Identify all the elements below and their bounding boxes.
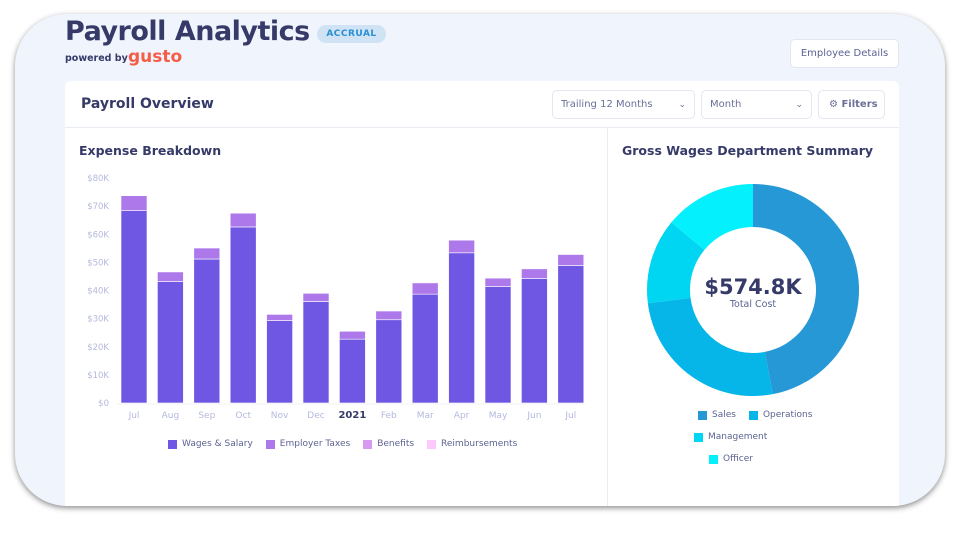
bar-segment <box>229 212 257 228</box>
legend-label: Wages & Salary <box>182 439 253 449</box>
divider <box>65 127 899 128</box>
granularity-select[interactable]: Month ⌄ <box>701 90 812 119</box>
granularity-select-value: Month <box>710 99 742 110</box>
x-tick-label: Jul <box>564 411 576 421</box>
legend-swatch <box>265 439 275 449</box>
y-tick-label: $60K <box>87 230 109 240</box>
bar-segment <box>193 247 221 260</box>
expense-bar-chart: $0 $10K $20K $30K $40K $50K $60K $70K $80K Jul Aug… <box>87 174 585 421</box>
x-tick-label: May <box>489 411 508 421</box>
bar-segment <box>157 281 184 404</box>
gusto-logo: gusto <box>128 47 183 67</box>
filters-label: Filters <box>841 99 878 110</box>
legend-label: Management <box>708 432 768 442</box>
department-legend-sales: Sales Operations <box>698 410 812 420</box>
bar-segment <box>484 277 512 287</box>
y-tick-label: $50K <box>87 258 109 268</box>
period-select[interactable]: Trailing 12 Months ⌄ <box>552 90 695 119</box>
legend-label: Sales <box>712 410 736 420</box>
page-title: Payroll Analytics <box>65 16 310 47</box>
bar-segment <box>157 271 184 282</box>
divider <box>607 128 608 506</box>
bar-segment <box>302 293 330 302</box>
bar-segment <box>557 265 585 404</box>
app-window: Payroll Analytics ACCRUAL powered by gus… <box>15 14 945 506</box>
accrual-badge: ACCRUAL <box>317 25 386 43</box>
expense-legend: Wages & Salary Employer Taxes Benefits R… <box>168 439 517 449</box>
chevron-down-icon: ⌄ <box>678 100 686 110</box>
y-tick-label: $0 <box>98 399 109 409</box>
legend-swatch <box>427 439 437 449</box>
x-tick-label: Oct <box>235 411 251 421</box>
x-tick-label: 2021 <box>338 410 366 421</box>
bar-segment <box>193 258 221 404</box>
bar-segment <box>339 330 366 340</box>
legend-swatch <box>748 410 758 420</box>
x-tick-label: Apr <box>454 411 470 421</box>
bar-segment <box>448 252 475 404</box>
bar-segment <box>484 286 512 404</box>
bar-segment <box>339 338 366 404</box>
bar-segment <box>411 282 439 295</box>
y-tick-label: $80K <box>87 174 109 184</box>
y-tick-label: $20K <box>87 343 109 353</box>
y-tick-label: $10K <box>87 371 109 381</box>
legend-label: Operations <box>762 410 813 420</box>
x-tick-label: Sep <box>198 411 215 421</box>
y-tick-label: $40K <box>87 287 109 297</box>
bar-segment <box>411 293 439 404</box>
card-title: Payroll Overview <box>81 96 214 112</box>
legend-label: Employer Taxes <box>279 439 351 449</box>
chevron-down-icon: ⌄ <box>795 100 803 110</box>
bar-segment <box>448 239 475 254</box>
bar-segment <box>120 195 148 211</box>
x-tick-label: Aug <box>162 411 180 421</box>
legend-swatch <box>363 439 373 449</box>
powered-by-label: powered by <box>65 53 128 64</box>
department-summary-title: Gross Wages Department Summary <box>622 143 874 158</box>
x-tick-label: Nov <box>271 411 289 421</box>
bar-segment <box>120 210 148 404</box>
filters-button[interactable]: ⚙ Filters <box>818 90 885 119</box>
legend-label: Reimbursements <box>441 439 518 449</box>
x-tick-label: Jul <box>128 411 140 421</box>
x-tick-label: Mar <box>417 411 434 421</box>
bar-segment <box>375 310 403 321</box>
bar-segment <box>375 319 403 404</box>
bar-segment <box>302 301 330 404</box>
x-tick-label: Jun <box>526 411 541 421</box>
bar-segment <box>266 314 293 321</box>
bar-segment <box>557 254 585 266</box>
legend-swatch <box>698 410 707 420</box>
y-tick-label: $30K <box>87 315 109 325</box>
expense-breakdown-title: Expense Breakdown <box>79 143 222 158</box>
employee-details-button[interactable]: Employee Details <box>790 39 899 68</box>
bar-segment <box>266 320 293 404</box>
gear-icon: ⚙ <box>829 99 838 110</box>
bar-segment <box>521 278 548 404</box>
y-tick-label: $70K <box>87 202 109 212</box>
legend-swatch <box>694 432 703 442</box>
legend-swatch <box>168 439 177 449</box>
x-tick-label: Dec <box>307 411 324 421</box>
legend-swatch <box>709 454 718 464</box>
legend-label: Officer <box>723 454 753 464</box>
legend-label: Benefits <box>377 439 415 449</box>
department-legend-management: Management <box>694 432 767 442</box>
period-select-value: Trailing 12 Months <box>561 99 653 110</box>
bar-segment <box>521 268 548 279</box>
bar-segment <box>229 226 257 404</box>
department-legend-officer: Officer <box>709 454 753 464</box>
x-tick-label: Feb <box>381 411 397 421</box>
